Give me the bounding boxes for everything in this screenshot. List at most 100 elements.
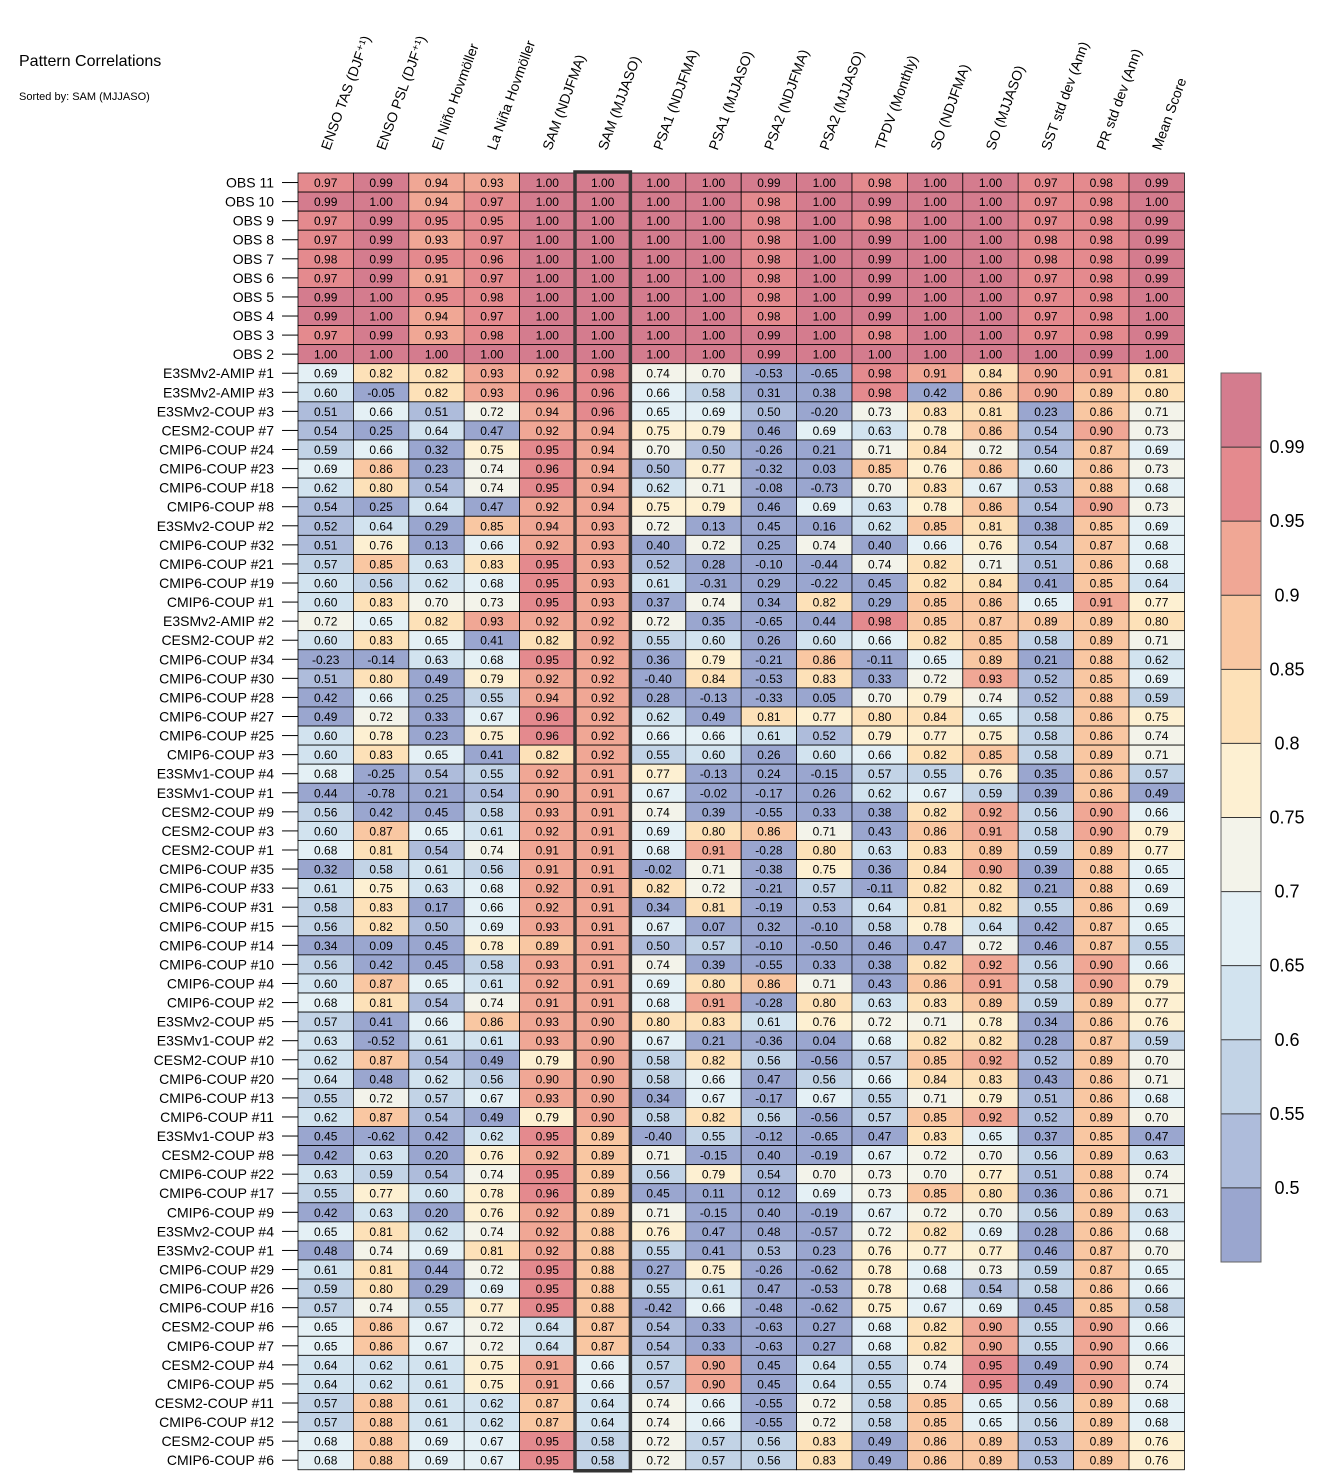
- cell-value: 0.75: [369, 882, 393, 896]
- cell-value: 0.68: [1145, 1091, 1169, 1105]
- cell-value: -0.53: [811, 1282, 839, 1296]
- cell-value: 0.26: [813, 786, 837, 800]
- cell-value: 0.66: [1145, 958, 1169, 972]
- cell-value: 0.95: [536, 1454, 560, 1468]
- row-label: E3SMv1-COUP #1: [157, 785, 274, 801]
- cell-value: 0.58: [646, 1110, 670, 1124]
- cell-value: 0.51: [314, 405, 338, 419]
- cell-value: 0.92: [591, 615, 615, 629]
- cell-value: 0.49: [1034, 1358, 1058, 1372]
- cell-value: -0.10: [811, 920, 839, 934]
- cell-value: 0.92: [536, 1244, 560, 1258]
- cell-value: 0.71: [646, 1149, 670, 1163]
- cell-value: 0.72: [923, 1206, 947, 1220]
- row-label: CESM2-COUP #10: [154, 1052, 275, 1068]
- cell-value: 0.91: [536, 996, 560, 1010]
- row-label: CESM2-COUP #5: [161, 1433, 274, 1449]
- cell-value: 0.63: [425, 653, 449, 667]
- row-label: CMIP6-COUP #30: [159, 670, 274, 686]
- cell-value: 0.57: [868, 1053, 892, 1067]
- cell-value: 0.84: [923, 443, 947, 457]
- cell-value: 0.89: [1090, 1053, 1114, 1067]
- cell-value: 0.88: [1090, 1168, 1114, 1182]
- cell-value: 0.52: [1034, 691, 1058, 705]
- cell-value: 1.00: [923, 195, 947, 209]
- cell-value: 0.94: [591, 462, 615, 476]
- cell-value: 0.71: [1145, 1072, 1169, 1086]
- column-label: PSA2 (MJJASO): [816, 49, 867, 152]
- cell-value: 0.58: [1034, 710, 1058, 724]
- cell-value: 0.54: [314, 500, 338, 514]
- cell-value: 0.76: [646, 1225, 670, 1239]
- cell-value: 0.74: [480, 462, 504, 476]
- cell-value: 0.58: [702, 386, 726, 400]
- cell-value: 0.83: [923, 405, 947, 419]
- cell-value: 1.00: [979, 195, 1003, 209]
- cell-value: 0.77: [480, 1301, 504, 1315]
- cell-value: 0.89: [591, 1130, 615, 1144]
- cell-value: 0.56: [314, 920, 338, 934]
- cell-value: 0.66: [868, 634, 892, 648]
- cell-value: 0.99: [369, 233, 393, 247]
- cell-value: 0.86: [1090, 786, 1114, 800]
- colorbar-label: 0.75: [1269, 808, 1304, 828]
- cell-value: 0.61: [480, 977, 504, 991]
- row-label: CMIP6-COUP #13: [159, 1090, 274, 1106]
- cell-value: 0.46: [868, 939, 892, 953]
- cell-value: 0.89: [1090, 1206, 1114, 1220]
- cell-value: 0.60: [314, 729, 338, 743]
- cell-value: 1.00: [536, 329, 560, 343]
- row-label: CMIP6-COUP #25: [159, 728, 274, 744]
- cell-value: 0.74: [480, 481, 504, 495]
- row-label: CMIP6-COUP #2: [167, 995, 274, 1011]
- cell-value: 0.55: [646, 748, 670, 762]
- cell-value: 0.82: [979, 901, 1003, 915]
- row-labels: OBS 11 OBS 10 OBS 9 OBS 8 OBS 7 OBS 6 OBS 5 OBS…: [154, 175, 298, 1468]
- cell-value: 0.97: [1034, 195, 1058, 209]
- cell-value: 0.69: [1145, 672, 1169, 686]
- cell-value: 0.53: [1034, 481, 1058, 495]
- colorbar-segment: [1221, 965, 1261, 1040]
- cell-value: 0.67: [646, 1034, 670, 1048]
- cell-value: -0.55: [755, 1416, 783, 1430]
- cell-value: 1.00: [369, 348, 393, 362]
- cell-value: 0.60: [702, 634, 726, 648]
- cell-value: 0.69: [646, 977, 670, 991]
- row-label: CMIP6-COUP #29: [159, 1262, 274, 1278]
- cell-value: 0.70: [979, 1206, 1003, 1220]
- cell-value: 0.95: [536, 1168, 560, 1182]
- cell-value: 0.28: [1034, 1034, 1058, 1048]
- row-label: OBS 5: [233, 289, 274, 305]
- cell-value: 0.97: [480, 195, 504, 209]
- column-labels: ENSO TAS (DJF⁺¹) ENSO PSL (DJF⁺¹) El Niño …: [317, 33, 1189, 152]
- cell-value: 0.44: [314, 786, 338, 800]
- cell-value: 0.63: [369, 1149, 393, 1163]
- cell-value: 1.00: [536, 348, 560, 362]
- row-label: CESM2-COUP #2: [161, 632, 274, 648]
- cell-value: 0.47: [757, 1282, 781, 1296]
- cell-value: 0.83: [813, 672, 837, 686]
- cell-value: 0.95: [480, 214, 504, 228]
- cell-value: 0.49: [1145, 786, 1169, 800]
- cell-value: 0.25: [757, 538, 781, 552]
- cell-value: 0.95: [536, 481, 560, 495]
- cell-value: 0.89: [591, 1149, 615, 1163]
- cell-value: 0.61: [425, 1397, 449, 1411]
- cell-value: 0.53: [1034, 1454, 1058, 1468]
- cell-value: 0.80: [1145, 615, 1169, 629]
- cell-value: 0.64: [536, 1339, 560, 1353]
- cell-value: 0.72: [979, 443, 1003, 457]
- cell-value: 0.99: [1145, 271, 1169, 285]
- cell-value: 0.77: [369, 1187, 393, 1201]
- cell-value: 0.72: [923, 1149, 947, 1163]
- cell-value: 0.98: [868, 367, 892, 381]
- row-label: CESM2-COUP #11: [155, 1395, 275, 1411]
- cell-value: 0.59: [369, 1168, 393, 1182]
- cell-value: 0.54: [1034, 538, 1058, 552]
- cell-value: 0.75: [1145, 710, 1169, 724]
- cell-value: 0.91: [591, 805, 615, 819]
- cell-value: 0.86: [1090, 901, 1114, 915]
- cell-value: 0.58: [868, 1397, 892, 1411]
- cell-value: 0.89: [1034, 615, 1058, 629]
- cell-value: 0.89: [1090, 386, 1114, 400]
